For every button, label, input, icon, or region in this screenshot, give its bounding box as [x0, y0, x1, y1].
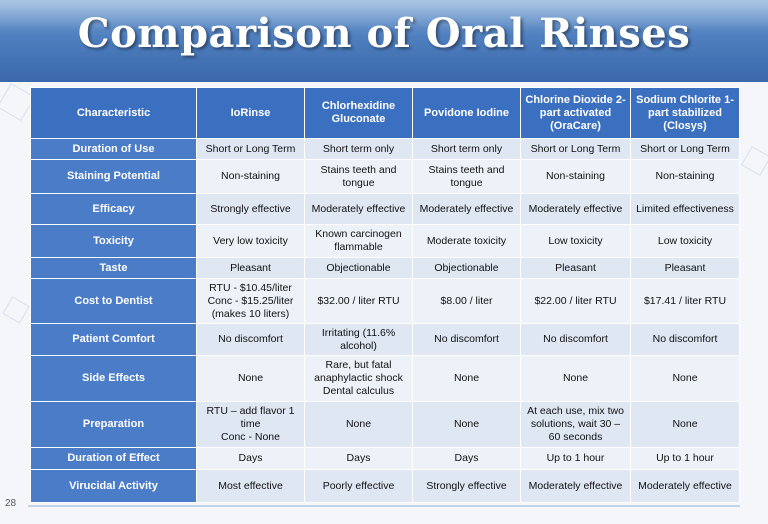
table-cell: None: [412, 355, 521, 402]
table-cell: Moderately effective: [304, 193, 413, 225]
table-cell: No discomfort: [196, 323, 305, 356]
table-cell: Moderate toxicity: [412, 224, 521, 258]
table-row: Efficacy Strongly effective Moderately eff…: [30, 193, 740, 225]
table-cell: Rare, but fatal anaphylactic shock Denta…: [304, 355, 413, 402]
table-cell: Short or Long Term: [630, 138, 740, 160]
table-cell: $17.41 / liter RTU: [630, 278, 740, 324]
table-cell: Non-staining: [520, 159, 631, 194]
title-banner: Comparison of Oral Rinses: [0, 0, 768, 82]
table-cell: Short term only: [412, 138, 521, 160]
table-cell: Low toxicity: [520, 224, 631, 258]
table-cell: RTU - $10.45/liter Conc - $15.25/liter (…: [196, 278, 305, 324]
table-row: Patient Comfort No discomfort Irritating (…: [30, 323, 740, 356]
table-cell: Strongly effective: [196, 193, 305, 225]
column-header: IoRinse: [196, 87, 305, 139]
footer-divider: [28, 505, 740, 507]
table-cell: No discomfort: [630, 323, 740, 356]
table-cell: Short term only: [304, 138, 413, 160]
table-cell: Stains teeth and tongue: [412, 159, 521, 194]
table-cell: Up to 1 hour: [630, 447, 740, 470]
table-cell: Pleasant: [520, 257, 631, 279]
table-cell: None: [520, 355, 631, 402]
table-row: Staining Potential Non-staining Stains tee…: [30, 159, 740, 194]
row-label: Patient Comfort: [30, 323, 197, 356]
table-row: Duration of Use Short or Long Term Short t…: [30, 138, 740, 160]
table-cell: Limited effectiveness: [630, 193, 740, 225]
column-header: Chlorhexidine Gluconate: [304, 87, 413, 139]
table-cell: Very low toxicity: [196, 224, 305, 258]
table-cell: Irritating (11.6% alcohol): [304, 323, 413, 356]
table-cell: $22.00 / liter RTU: [520, 278, 631, 324]
row-label: Virucidal Activity: [30, 469, 197, 503]
table-cell: Pleasant: [630, 257, 740, 279]
column-header: Sodium Chlorite 1-part stabilized (Closy…: [630, 87, 740, 139]
table-row: Virucidal Activity Most effective Poorly e…: [30, 469, 740, 503]
row-label: Duration of Effect: [30, 447, 197, 470]
table-cell: At each use, mix two solutions, wait 30 …: [520, 401, 631, 448]
row-label: Efficacy: [30, 193, 197, 225]
table-cell: Non-staining: [196, 159, 305, 194]
table-row: Toxicity Very low toxicity Known carcinoge…: [30, 224, 740, 258]
table-cell: None: [196, 355, 305, 402]
row-label: Staining Potential: [30, 159, 197, 194]
table-cell: Short or Long Term: [196, 138, 305, 160]
table-cell: None: [630, 401, 740, 448]
table-cell: Strongly effective: [412, 469, 521, 503]
table-cell: Moderately effective: [630, 469, 740, 503]
table-cell: Short or Long Term: [520, 138, 631, 160]
column-header: Povidone Iodine: [412, 87, 521, 139]
table-cell: Moderately effective: [520, 193, 631, 225]
table-row: Cost to Dentist RTU - $10.45/liter Conc -…: [30, 278, 740, 324]
table-cell: RTU – add flavor 1 time Conc - None: [196, 401, 305, 448]
table-cell: $32.00 / liter RTU: [304, 278, 413, 324]
table-cell: None: [412, 401, 521, 448]
table-cell: Days: [196, 447, 305, 470]
banner-shine: [0, 0, 768, 30]
table-cell: Most effective: [196, 469, 305, 503]
table-cell: No discomfort: [412, 323, 521, 356]
table-cell: Non-staining: [630, 159, 740, 194]
table-cell: Up to 1 hour: [520, 447, 631, 470]
table-cell: Pleasant: [196, 257, 305, 279]
table-cell: Days: [412, 447, 521, 470]
row-label: Cost to Dentist: [30, 278, 197, 324]
background-hexagon: [2, 296, 30, 324]
table-cell: Stains teeth and tongue: [304, 159, 413, 194]
table-cell: Known carcinogen flammable: [304, 224, 413, 258]
table-row: Preparation RTU – add flavor 1 time Conc …: [30, 401, 740, 448]
table-cell: None: [304, 401, 413, 448]
table-cell: None: [630, 355, 740, 402]
table-cell: Moderately effective: [520, 469, 631, 503]
row-label: Taste: [30, 257, 197, 279]
table-row: Duration of Effect Days Days Days Up to 1 ho…: [30, 447, 740, 470]
row-label: Duration of Use: [30, 138, 197, 160]
header-row: Characteristic IoRinse Chlorhexidine Glu…: [30, 87, 740, 139]
page-number: 28: [5, 498, 17, 509]
table-cell: Days: [304, 447, 413, 470]
row-label: Side Effects: [30, 355, 197, 402]
table-row: Taste Pleasant Objectionable Objectionable P…: [30, 257, 740, 279]
page-title: Comparison of Oral Rinses: [77, 10, 691, 57]
table-cell: Objectionable: [304, 257, 413, 279]
table-cell: Low toxicity: [630, 224, 740, 258]
row-label: Preparation: [30, 401, 197, 448]
background-hexagon: [740, 145, 768, 177]
row-label: Toxicity: [30, 224, 197, 258]
table-cell: Moderately effective: [412, 193, 521, 225]
table-cell: $8.00 / liter: [412, 278, 521, 324]
table-cell: Poorly effective: [304, 469, 413, 503]
column-header: Chlorine Dioxide 2-part activated (OraCa…: [520, 87, 631, 139]
table-cell: Objectionable: [412, 257, 521, 279]
table-row: Side Effects None Rare, but fatal anaphyla…: [30, 355, 740, 402]
column-header: Characteristic: [30, 87, 197, 139]
comparison-table: Characteristic IoRinse Chlorhexidine Glu…: [30, 87, 740, 503]
table-cell: No discomfort: [520, 323, 631, 356]
